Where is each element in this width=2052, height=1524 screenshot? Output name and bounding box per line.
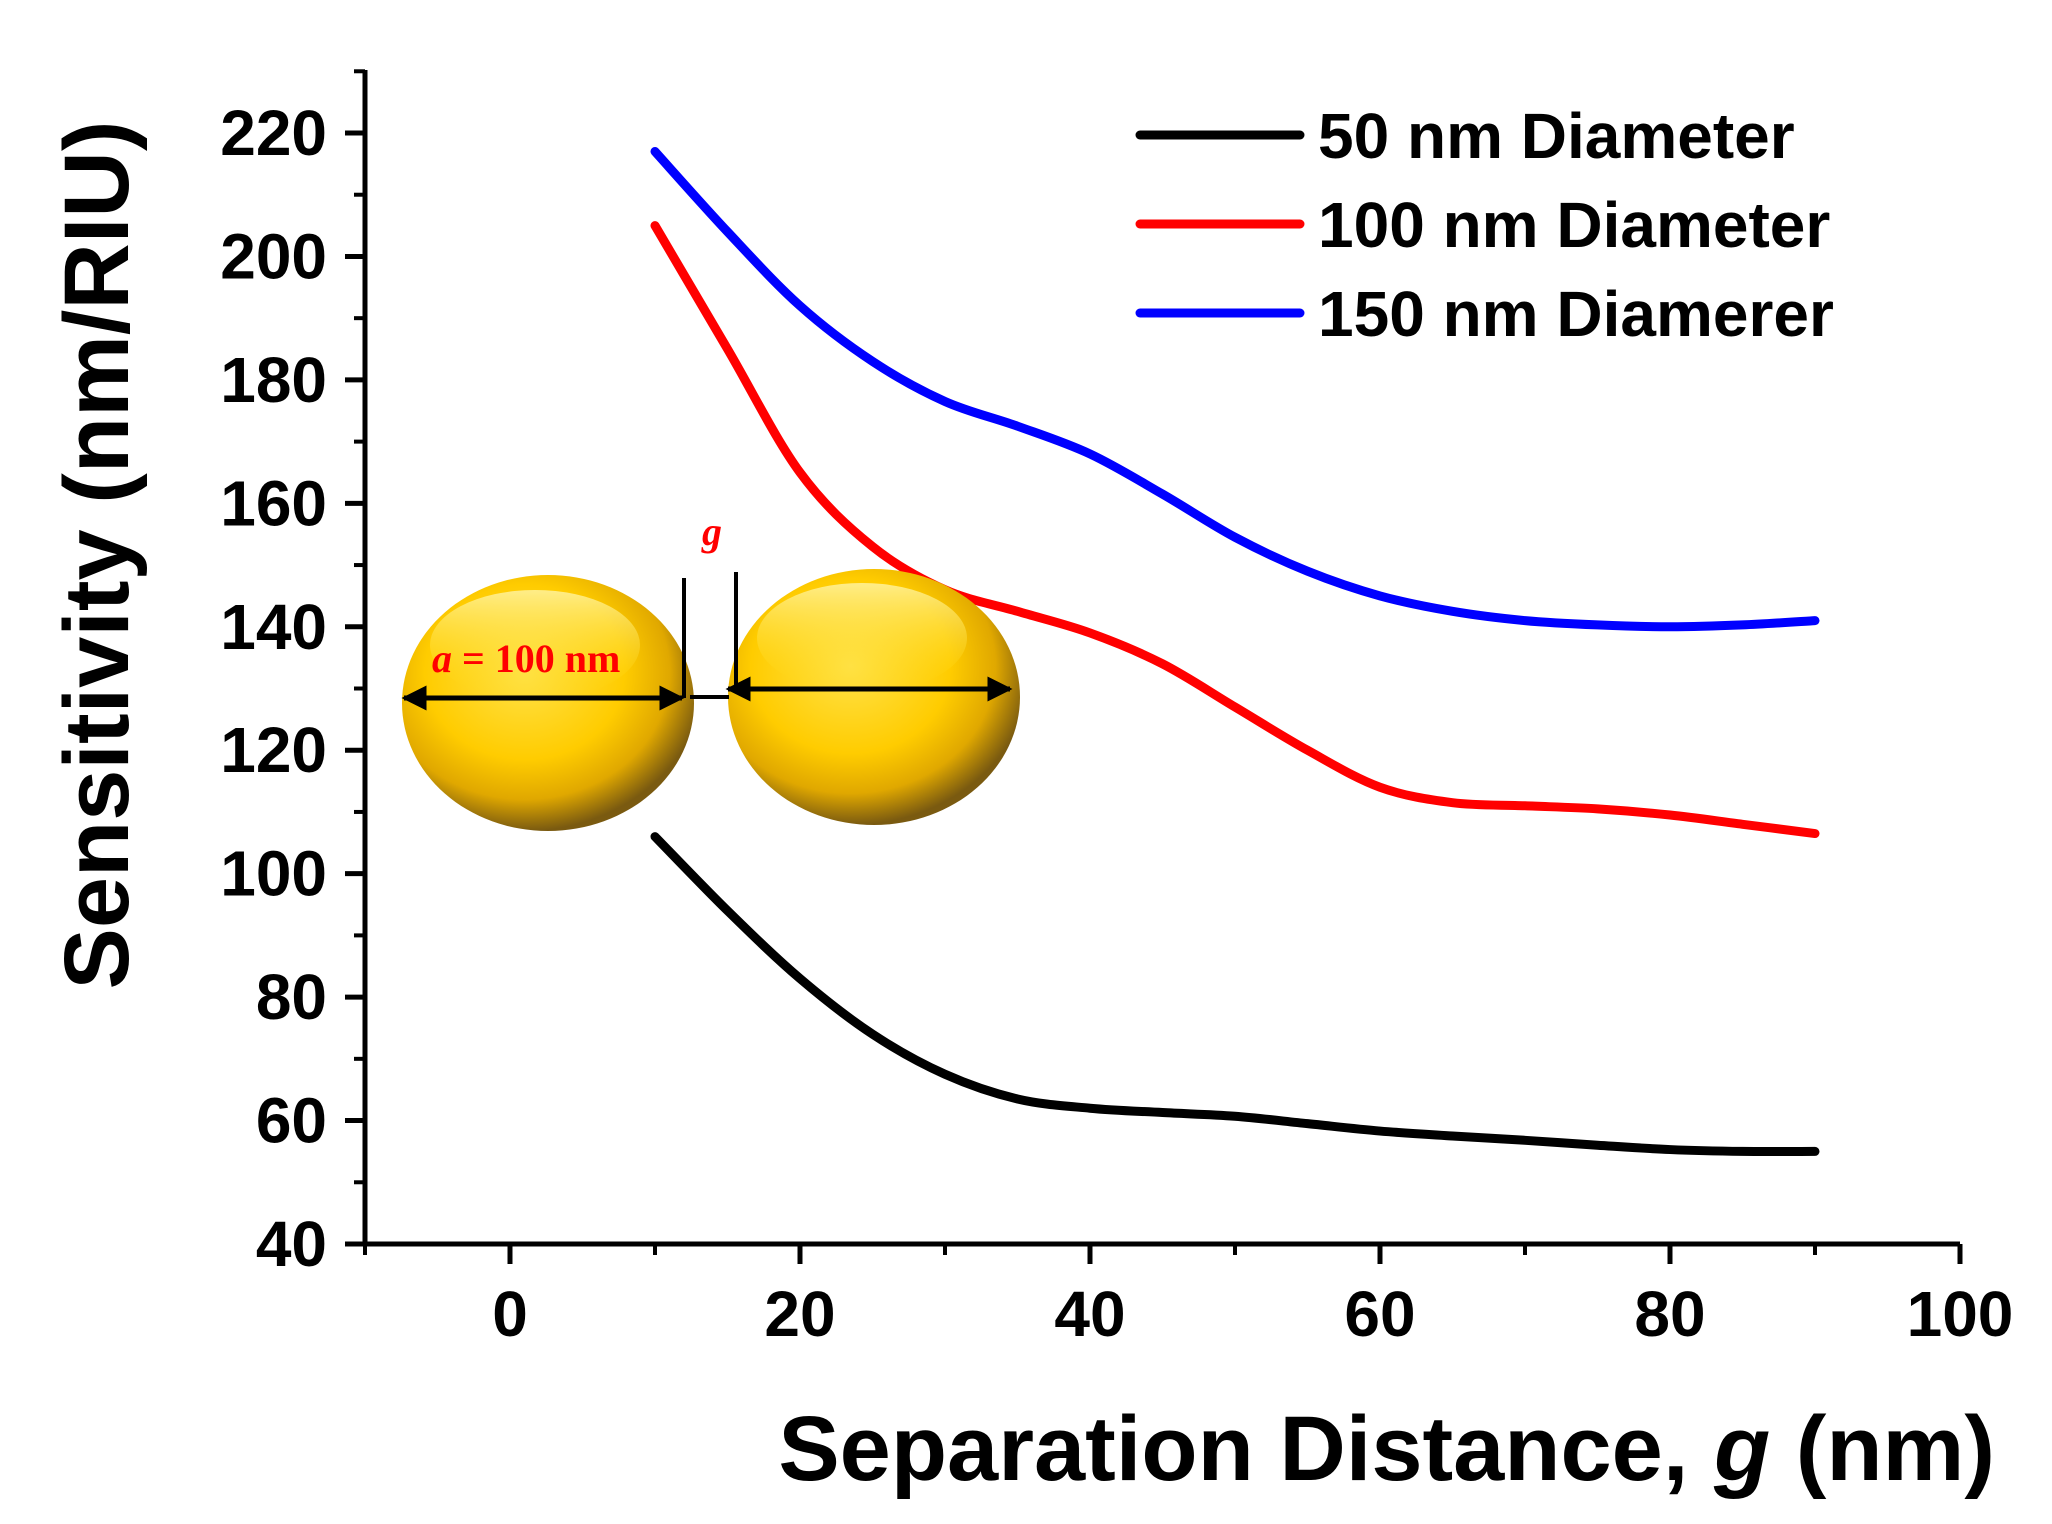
y-tick-label: 120 (220, 714, 327, 786)
ticks (345, 69, 1963, 1264)
x-axis-title-unit: (nm) (1770, 1398, 1995, 1500)
diameter-symbol: a (432, 636, 452, 681)
legend-label-1: 50 nm Diameter (1318, 100, 1795, 172)
y-tick-label: 140 (220, 591, 327, 663)
y-tick-label: 100 (220, 838, 327, 910)
series-line-1 (650, 832, 1820, 1157)
y-axis-title: Sensitivity (nm/RIU) (46, 120, 148, 989)
series-line-2 (650, 221, 1820, 839)
gap-label: g (701, 509, 722, 554)
diameter-value: = 100 nm (452, 636, 620, 681)
x-tick-label: 100 (1907, 1278, 2014, 1350)
x-axis-title-main: Separation Distance, (778, 1398, 1714, 1500)
x-tick-label: 60 (1344, 1278, 1415, 1350)
y-tick-label: 180 (220, 344, 327, 416)
y-tick-label: 160 (220, 467, 327, 539)
y-tick-label: 200 (220, 220, 327, 292)
tick-labels: 0 20 40 60 80 100 40 60 80 100 120 140 160 180 200 220 (220, 97, 2013, 1350)
y-tick-label: 220 (220, 97, 327, 169)
series-line-3 (650, 147, 1820, 632)
axes (362, 70, 1960, 1247)
x-tick-label: 40 (1054, 1278, 1125, 1350)
legend-label-3: 150 nm Diamerer (1318, 278, 1834, 350)
left-nanosphere-highlight (430, 590, 640, 700)
y-tick-label: 80 (256, 961, 327, 1033)
x-tick-label: 80 (1634, 1278, 1705, 1350)
x-tick-label: 0 (492, 1278, 528, 1350)
right-nanosphere-highlight (757, 583, 967, 693)
y-tick-label: 40 (256, 1208, 327, 1280)
x-axis-title-italic: g (1713, 1398, 1770, 1500)
x-tick-label: 20 (764, 1278, 835, 1350)
legend-label-2: 100 nm Diameter (1318, 189, 1830, 261)
legend: 50 nm Diameter 100 nm Diameter 150 nm Diam… (1135, 100, 1834, 350)
series-group (650, 147, 1820, 1157)
y-tick-label: 60 (256, 1085, 327, 1157)
x-axis-title: Separation Distance, g (nm) (778, 1398, 1995, 1500)
nanosphere-dimer-illustration: g a = 100 nm (401, 509, 1020, 831)
diameter-label: a = 100 nm (432, 636, 620, 681)
